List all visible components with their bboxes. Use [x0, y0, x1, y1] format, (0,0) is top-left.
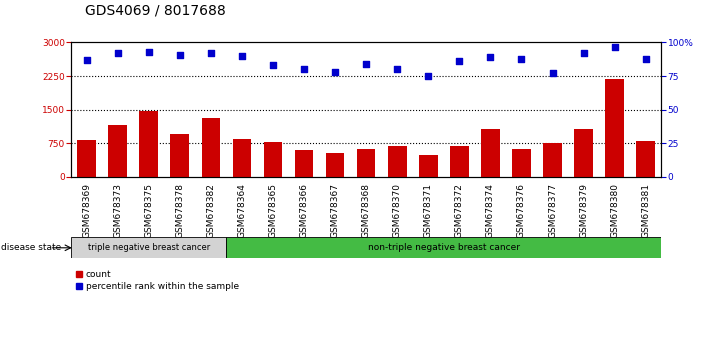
Bar [481, 129, 500, 177]
Point [299, 67, 310, 72]
Point [329, 69, 341, 75]
Point [81, 57, 92, 63]
Point [578, 50, 589, 56]
Bar [450, 145, 469, 177]
Point [112, 50, 124, 56]
Bar [139, 111, 158, 177]
Bar [326, 153, 344, 177]
Point [547, 70, 558, 76]
Point [485, 55, 496, 60]
Bar [71, 237, 226, 258]
Bar [419, 155, 437, 177]
Bar [108, 125, 127, 177]
Point [609, 44, 620, 49]
Point [360, 61, 372, 67]
Point [392, 67, 403, 72]
Text: non-triple negative breast cancer: non-triple negative breast cancer [368, 243, 520, 252]
Bar [388, 145, 407, 177]
Bar [201, 118, 220, 177]
Bar [636, 141, 655, 177]
Point [640, 56, 651, 62]
Bar [605, 79, 624, 177]
Bar [357, 149, 375, 177]
Text: disease state: disease state [1, 243, 62, 252]
Bar [295, 150, 314, 177]
Text: GDS4069 / 8017688: GDS4069 / 8017688 [85, 4, 226, 18]
Bar [171, 135, 189, 177]
Point [236, 53, 247, 59]
Bar [543, 143, 562, 177]
Point [515, 56, 527, 62]
Point [174, 52, 186, 57]
Bar [232, 139, 251, 177]
Legend: count, percentile rank within the sample: count, percentile rank within the sample [75, 270, 239, 291]
Bar [574, 129, 593, 177]
Text: triple negative breast cancer: triple negative breast cancer [87, 243, 210, 252]
Bar [512, 149, 531, 177]
Point [422, 73, 434, 79]
Point [143, 49, 154, 55]
Bar [264, 142, 282, 177]
Bar [226, 237, 661, 258]
Bar [77, 140, 96, 177]
Point [267, 63, 279, 68]
Point [205, 50, 217, 56]
Point [454, 58, 465, 64]
